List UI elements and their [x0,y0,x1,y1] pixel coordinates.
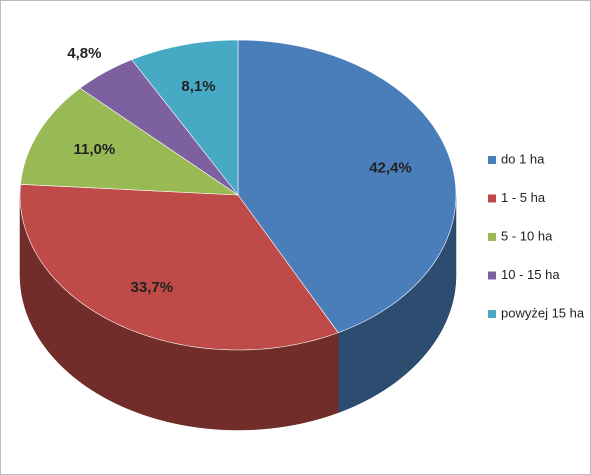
data-label: 4,8% [67,45,101,62]
legend-label: 1 - 5 ha [501,190,546,205]
pie-slice [20,87,240,196]
data-label: 33,7% [131,279,174,296]
legend-label: do 1 ha [501,151,545,166]
legend-swatch [488,156,496,164]
legend-label: 10 - 15 ha [501,267,560,282]
legend-swatch [488,310,496,318]
data-label: 42,4% [369,160,412,177]
legend-swatch [488,271,496,280]
pie-slice [131,39,239,196]
data-label: 11,0% [73,141,115,158]
legend-label: powyżej 15 ha [501,305,585,320]
legend-label: 5 - 10 ha [501,228,553,243]
legend-swatch [488,233,496,241]
pie-slice [19,183,339,351]
pie-slice [79,59,239,196]
data-label: 8,1% [181,78,215,95]
pie-slice [237,39,457,334]
legend-swatch [488,194,496,203]
